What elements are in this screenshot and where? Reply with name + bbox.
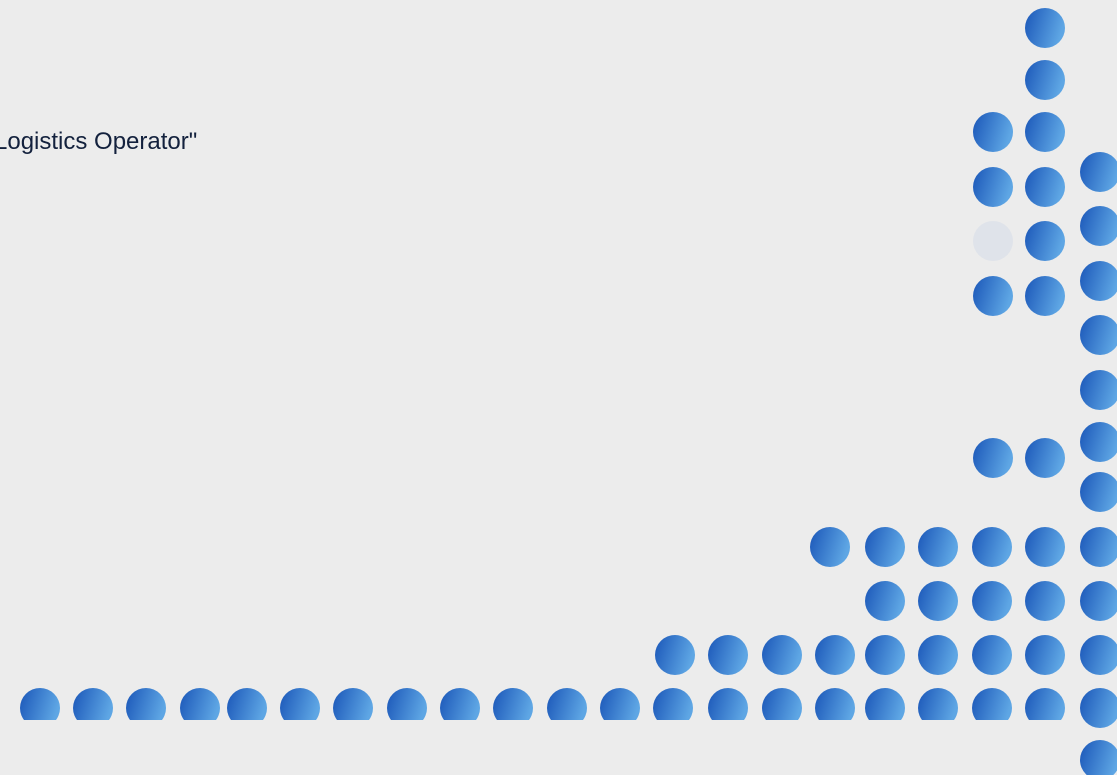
dot (333, 688, 373, 720)
dot (280, 688, 320, 720)
dot (708, 635, 748, 675)
dot (972, 688, 1012, 720)
dot (973, 112, 1013, 152)
dot (1080, 206, 1117, 246)
dot (227, 688, 267, 720)
dot (1080, 472, 1117, 512)
dot (73, 688, 113, 720)
dot (1025, 527, 1065, 567)
dot (1080, 581, 1117, 621)
dot (1025, 688, 1065, 720)
dot (865, 635, 905, 675)
dot (126, 688, 166, 720)
dot (762, 688, 802, 720)
dot (1080, 635, 1117, 675)
dot (1025, 635, 1065, 675)
dot (918, 527, 958, 567)
dot (972, 581, 1012, 621)
dot (1025, 112, 1065, 152)
dot (1025, 60, 1065, 100)
dot (1080, 261, 1117, 301)
dot (973, 276, 1013, 316)
dot (600, 688, 640, 720)
dot (865, 581, 905, 621)
dot (1025, 8, 1065, 48)
heading: Logistics Operator" (0, 128, 198, 155)
dot (1080, 152, 1117, 192)
dot (973, 438, 1013, 478)
dot (972, 635, 1012, 675)
dot (1025, 167, 1065, 207)
dot (1080, 527, 1117, 567)
dot (1080, 370, 1117, 410)
dot (1025, 438, 1065, 478)
dot (387, 688, 427, 720)
dot (973, 221, 1013, 261)
dot (815, 635, 855, 675)
dot (180, 688, 220, 720)
dot (918, 688, 958, 720)
dot (810, 527, 850, 567)
dot (973, 167, 1013, 207)
dot (20, 688, 60, 720)
dot (1080, 315, 1117, 355)
dot (1080, 740, 1117, 775)
dot (815, 688, 855, 720)
dot (865, 527, 905, 567)
dot (440, 688, 480, 720)
dot (1025, 276, 1065, 316)
dot (1080, 422, 1117, 462)
dot (547, 688, 587, 720)
dot (865, 688, 905, 720)
dot (1025, 581, 1065, 621)
dot (493, 688, 533, 720)
dot (972, 527, 1012, 567)
dot (918, 635, 958, 675)
dot (653, 688, 693, 720)
dot (708, 688, 748, 720)
dot (918, 581, 958, 621)
dot (1080, 688, 1117, 728)
dot (1025, 221, 1065, 261)
dot (655, 635, 695, 675)
dot (762, 635, 802, 675)
